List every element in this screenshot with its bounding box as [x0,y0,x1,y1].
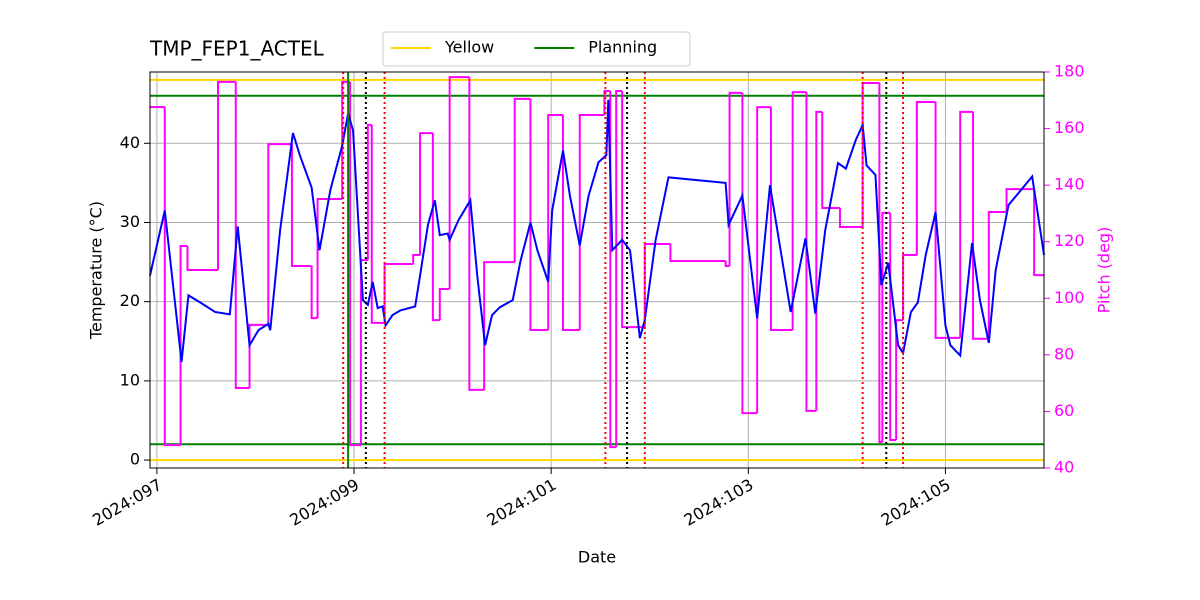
y-tick-label: 10 [120,370,140,389]
x-tick-label: 2024:099 [286,475,362,530]
y-axis-label: Temperature (°C) [87,201,106,340]
pitch-step [179,244,188,446]
pitch-step [902,254,917,321]
y2-tick-label: 140 [1054,175,1085,194]
pitch-step [431,133,440,322]
pitch-step [316,198,343,319]
pitch-step [1033,189,1044,277]
y-tick-label: 40 [120,133,140,152]
y2-tick-label: 180 [1054,62,1085,81]
pitch-step [547,113,563,330]
legend-label: Yellow [444,38,494,57]
pitch-step [349,81,361,447]
x-tick-label: 2024:097 [89,475,165,530]
pitch-step [821,111,840,210]
pitch-step [561,114,580,331]
pitch-step [578,113,605,330]
pitch-step [419,132,433,256]
pitch-step [529,98,549,331]
x-tick-label: 2024:103 [681,475,757,530]
pitch-step [448,76,470,289]
legend-label: Planning [588,38,657,57]
pitch-step [217,80,236,270]
y-tick-label: 0 [130,450,140,469]
y2-tick-label: 120 [1054,231,1085,250]
y2-axis-label: Pitch (deg) [1095,227,1114,314]
pitch-step [915,100,936,256]
pitch-step [615,89,623,448]
pitch-step [163,107,181,447]
pitch-step [669,243,726,262]
pitch-step [513,97,531,263]
pitch-step [972,111,989,340]
pitch-step [603,89,611,115]
pitch-step [290,144,312,268]
pitch-step [987,211,1007,339]
pitch-step [267,143,292,325]
x-axis-label: Date [578,548,616,567]
pitch-step [310,266,318,320]
pitch-step [483,261,515,390]
pitch-step [805,92,817,412]
plot-frame [149,71,1045,469]
pitch-step [234,81,250,389]
y-tick-label: 30 [120,212,140,231]
pitch-step [889,212,897,441]
y2-tick-label: 100 [1054,288,1085,307]
pitch-step [934,101,961,339]
pitch-step [791,91,807,330]
pitch-step [438,287,450,321]
temperature-line [149,99,1045,362]
pitch-step [366,123,372,261]
y2-tick-label: 80 [1054,344,1074,363]
pitch-step [621,90,645,329]
pitch-step [412,254,421,265]
pitch-step [756,106,771,414]
pitch-step [895,319,904,440]
pitch-step [769,107,793,331]
pitch-step [186,245,219,271]
y2-tick-label: 60 [1054,401,1074,420]
pitch-step [728,91,743,267]
pitch-step [248,323,269,388]
pitch-step [881,211,891,442]
pitch-step [1005,188,1035,213]
chart-title: TMP_FEP1_ACTEL [149,37,325,61]
pitch-step [383,263,414,323]
pitch-step [959,110,974,338]
y2-tick-label: 160 [1054,118,1085,137]
x-tick-label: 2024:101 [484,475,560,530]
x-tick-label: 2024:105 [878,475,954,530]
pitch-step [468,77,485,391]
y-tick-label: 20 [120,291,140,310]
pitch-step [724,260,730,268]
pitch-step [370,124,385,324]
y2-tick-label: 40 [1054,458,1074,477]
pitch-step [838,208,863,229]
